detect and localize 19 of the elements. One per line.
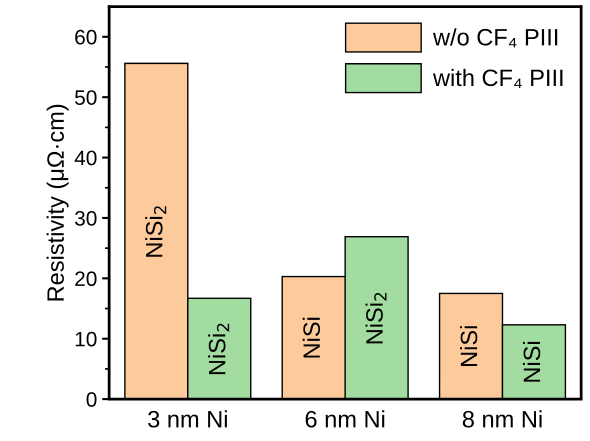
y-tick-label: 40 bbox=[74, 150, 97, 166]
annotation: NiSi$_{2}$ bbox=[365, 292, 386, 344]
y-axis-title: Resistivity (μΩ·cm) bbox=[46, 104, 69, 300]
y-tick-label: 10 bbox=[76, 332, 97, 346]
y-tick-label: 30 bbox=[74, 210, 97, 226]
legend-label: w/o CF₄ PIII bbox=[432, 28, 558, 48]
x-tick-label: 3 nm Ni bbox=[148, 410, 227, 428]
annotation: NiSi bbox=[302, 318, 320, 358]
x-tick-label: 6 nm Ni bbox=[306, 410, 384, 428]
y-tick-label: 60 bbox=[75, 30, 97, 45]
legend-label: with CF₄ PIII bbox=[432, 68, 562, 88]
y-tick-label: 20 bbox=[75, 271, 97, 286]
annotation: NiSi$_{2}$ bbox=[145, 206, 166, 257]
x-tick-label: 8 nm Ni bbox=[462, 410, 542, 428]
annotation: NiSi$_{2}$ bbox=[208, 324, 230, 374]
y-tick-label: 50 bbox=[75, 90, 97, 105]
annotation: NiSi bbox=[522, 342, 540, 382]
y-tick-label: 0 bbox=[86, 392, 97, 407]
annotation: NiSi bbox=[460, 326, 478, 366]
